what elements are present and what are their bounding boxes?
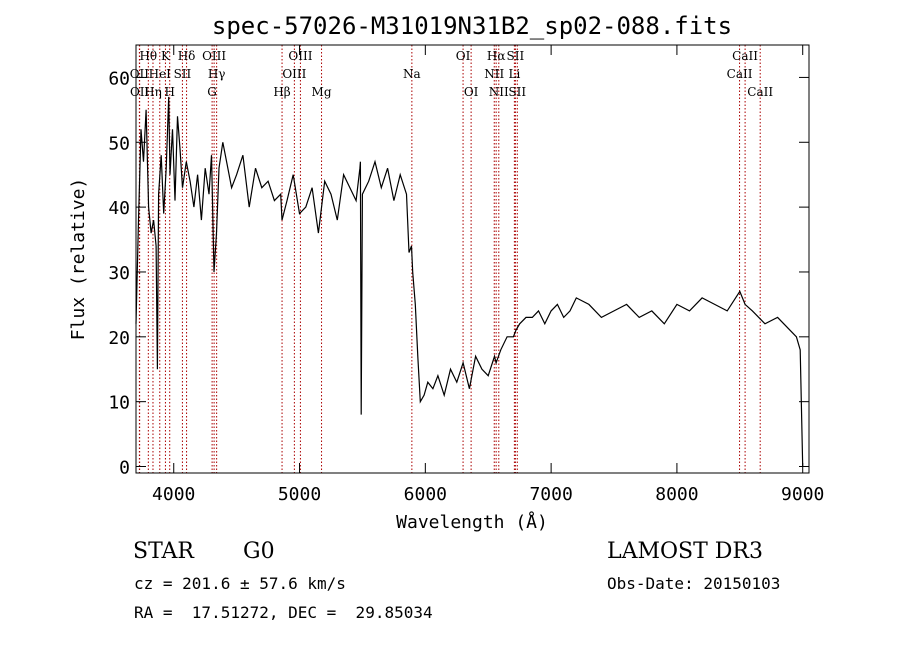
spectral-line-label: Na: [403, 67, 421, 81]
x-axis-label: Wavelength (Å): [396, 511, 548, 533]
spectral-line-label: SII: [174, 67, 192, 81]
x-tick-label: 7000: [529, 484, 572, 505]
x-tick-label: 6000: [404, 484, 447, 505]
chart-title: spec-57026-M31019N31B2_sp02-088.fits: [212, 12, 732, 40]
y-tick-label: 10: [108, 393, 130, 414]
spectral-line-label: Hγ: [208, 67, 226, 81]
x-tick-label: 5000: [278, 484, 321, 505]
spectral-line-label: Hθ: [139, 49, 157, 63]
obs-date: Obs-Date: 20150103: [607, 574, 781, 593]
y-axis-label: Flux (relative): [68, 178, 89, 341]
spectral-line-label: Hα: [487, 49, 506, 63]
spectral-line-label: OII: [130, 67, 150, 81]
spectral-line-label: SII: [507, 49, 525, 63]
spectral-line-label: OI: [456, 49, 471, 63]
spectral-line-label: Hβ: [273, 85, 290, 99]
object-subclass: G0: [243, 539, 275, 564]
spectral-line-label: HeI: [149, 67, 172, 81]
y-tick-label: 30: [108, 263, 130, 284]
survey-name: LAMOST DR3: [607, 539, 763, 564]
plot-frame: [135, 44, 810, 474]
spectral-line-label: CaII: [732, 49, 758, 63]
spectral-line-label: Hη: [144, 85, 162, 99]
spectral-line-label: Hδ: [178, 49, 196, 63]
coordinates: RA = 17.51272, DEC = 29.85034: [134, 603, 433, 622]
spectrum-line: [135, 96, 804, 467]
y-tick-label: 40: [108, 198, 130, 219]
spectral-line-label: CaII: [747, 85, 773, 99]
x-tick-label: 8000: [655, 484, 698, 505]
spectral-line-label: CaII: [727, 67, 753, 81]
spectral-line-label: G: [207, 85, 217, 99]
x-tick-label: 9000: [781, 484, 824, 505]
spectral-line-label: OIII: [282, 67, 306, 81]
redshift-cz: cz = 201.6 ± 57.6 km/s: [134, 574, 346, 593]
x-tick-label: 4000: [152, 484, 195, 505]
y-tick-label: 20: [108, 328, 130, 349]
y-tick-label: 0: [119, 458, 130, 479]
spectral-line-label: NII: [484, 67, 504, 81]
spectral-line-label: H: [164, 85, 174, 99]
y-tick-label: 50: [108, 133, 130, 154]
spectral-line-label: OIII: [202, 49, 226, 63]
y-axis-ticks: 0 10 20 30 40 50 60: [108, 68, 809, 479]
y-tick-label: 60: [108, 68, 130, 89]
object-class: STAR: [133, 539, 194, 564]
spectral-line-label: OI: [464, 85, 479, 99]
spectral-line-label: Mg: [312, 85, 332, 99]
line-markers: [138, 45, 761, 473]
x-axis-ticks: 4000 5000 6000 7000 8000 9000: [152, 45, 824, 505]
spectral-line-label: NII: [489, 85, 509, 99]
spectral-line-label: SII: [508, 85, 526, 99]
spectral-line-label: Li: [508, 67, 520, 81]
spectral-line-label: OIII: [288, 49, 312, 63]
spectral-line-label: OII: [130, 85, 150, 99]
spectral-line-label: K: [161, 49, 171, 63]
